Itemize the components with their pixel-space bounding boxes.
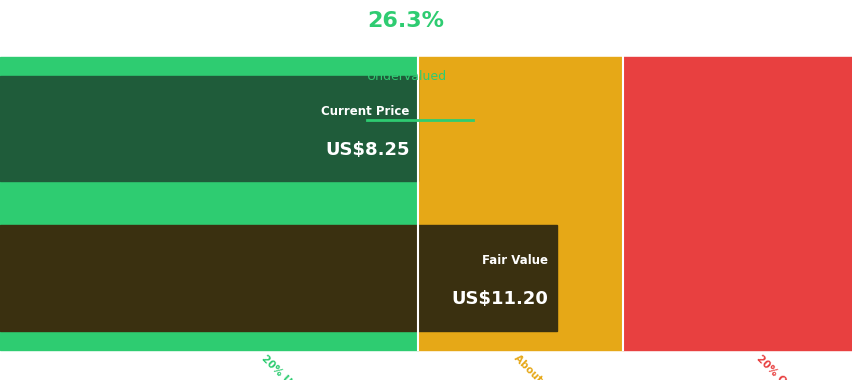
Text: 20% Undervalued: 20% Undervalued	[259, 353, 339, 380]
Bar	[0, 225, 556, 331]
Text: Undervalued: Undervalued	[366, 70, 446, 83]
Text: About Right: About Right	[511, 353, 568, 380]
Text: Fair Value: Fair Value	[482, 254, 548, 268]
Bar	[622, 57, 852, 350]
Bar	[417, 57, 622, 350]
Text: US$11.20: US$11.20	[451, 290, 548, 308]
Bar	[0, 57, 417, 350]
Bar	[0, 76, 417, 181]
Text: 20% Overvalued: 20% Overvalued	[754, 353, 829, 380]
Text: Current Price: Current Price	[320, 105, 409, 118]
Text: US$8.25: US$8.25	[325, 141, 409, 158]
Text: 26.3%: 26.3%	[366, 11, 443, 32]
